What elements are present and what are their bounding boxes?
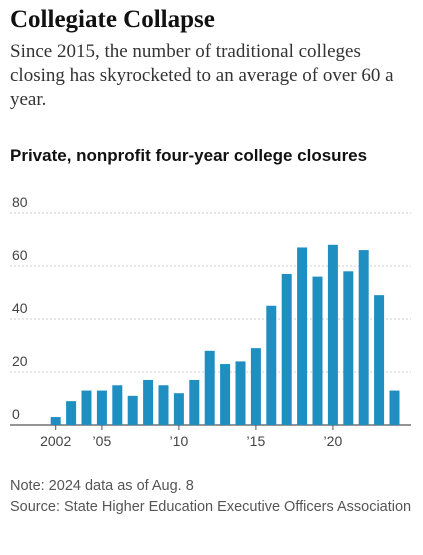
bar-2020 [327,244,338,425]
x-tick-label-2005: ’05 [93,433,112,449]
x-tick-label-2015: ’15 [247,433,266,449]
bar-2013 [220,364,231,425]
bar-2003 [66,401,77,425]
bar-2004 [81,390,92,425]
bar-2018 [297,247,308,425]
bar-2023 [374,295,385,425]
bar-2009 [158,385,169,425]
bars [50,244,400,425]
chart-headline: Collegiate Collapse [10,6,215,33]
bar-2019 [312,276,323,425]
source: Source: State Higher Education Executive… [10,499,412,515]
y-axis-ticks: 0 20 40 60 80 [12,194,28,422]
bar-2006 [112,385,123,425]
bar-2015 [250,348,261,425]
x-tick-label-2020: ’20 [324,433,343,449]
bar-2021 [343,271,354,425]
y-tick-label-80: 80 [12,194,28,210]
bar-2024 [389,390,400,425]
chart-title: Private, nonprofit four-year college clo… [10,146,368,165]
x-tick-label-2002: 2002 [40,433,71,449]
bar-2016 [266,305,277,425]
x-axis-ticks: 2002 ’05 ’10 ’15 ’20 [40,425,342,449]
x-tick-label-2010: ’10 [170,433,189,449]
bar-2014 [235,361,246,425]
bar-2008 [143,379,154,425]
note: Note: 2024 data as of Aug. 8 [10,478,194,494]
bar-chart: 0 20 40 60 80 2002 ’05 ’10 ’15 ’20 [10,194,411,449]
bar-2002 [50,417,61,425]
bar-2007 [127,395,138,425]
bar-2012 [204,350,215,425]
y-tick-label-20: 20 [12,353,28,369]
bar-2022 [358,250,369,425]
chart-subheadline: Since 2015, the number of traditional co… [10,41,394,110]
bar-2005 [96,390,107,425]
y-tick-label-0: 0 [12,406,20,422]
bar-2011 [189,379,200,425]
y-tick-label-60: 60 [12,247,28,263]
bar-2010 [173,393,184,425]
bar-2017 [281,273,292,425]
y-tick-label-40: 40 [12,300,28,316]
